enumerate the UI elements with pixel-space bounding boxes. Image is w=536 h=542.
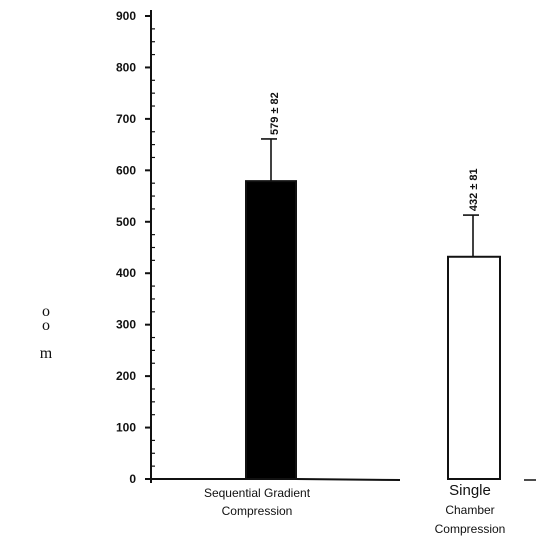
category-label: Sequential Gradient bbox=[204, 486, 311, 500]
data-label: 579 ± 82 bbox=[269, 92, 281, 135]
axes: 0 100 200 300 400 500 600 700 800 900 bbox=[116, 9, 536, 486]
y-axis-label: oom bbox=[40, 303, 53, 362]
category-label: Chamber bbox=[445, 503, 494, 517]
y-axis-label-fragment: o bbox=[42, 317, 50, 334]
y-tick-label: 200 bbox=[116, 369, 136, 383]
category-label: Compression bbox=[435, 522, 506, 536]
bar bbox=[447, 255, 501, 481]
category-labels: Sequential Gradient Compression Single Cham… bbox=[204, 482, 505, 536]
category-label: Compression bbox=[222, 504, 293, 518]
y-tick-label: 800 bbox=[116, 60, 136, 74]
y-axis-label-fragment: o bbox=[42, 303, 50, 320]
y-tick-label: 600 bbox=[116, 163, 136, 177]
y-tick-label: 0 bbox=[129, 472, 136, 486]
bar bbox=[245, 180, 297, 481]
data-label: 432 ± 81 bbox=[468, 168, 480, 211]
y-tick-label: 900 bbox=[116, 9, 136, 23]
y-tick-label: 300 bbox=[116, 318, 136, 332]
x-axis-baseline bbox=[295, 478, 401, 481]
y-tick-label: 700 bbox=[116, 112, 136, 126]
y-axis-label-fragment: m bbox=[40, 345, 53, 362]
y-tick-label: 500 bbox=[116, 215, 136, 229]
error-bars bbox=[261, 138, 479, 257]
y-tick-label: 100 bbox=[116, 421, 136, 435]
bars bbox=[245, 180, 501, 481]
y-tick-label: 400 bbox=[116, 266, 136, 280]
category-label: Single bbox=[449, 482, 491, 499]
data-labels: 579 ± 82 432 ± 81 bbox=[269, 92, 480, 211]
